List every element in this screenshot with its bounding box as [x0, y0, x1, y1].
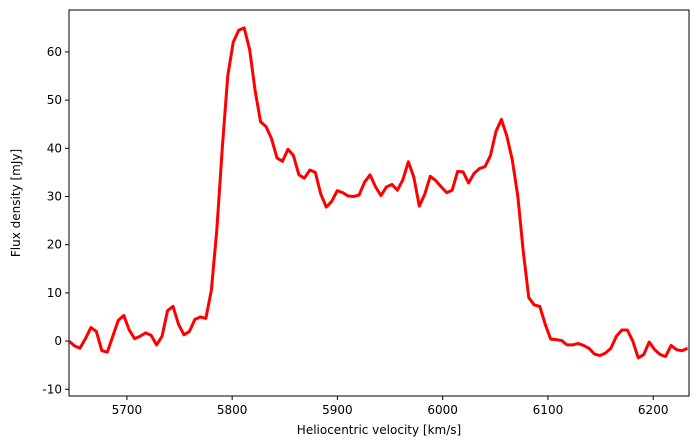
- y-tick-label: 40: [47, 141, 62, 155]
- y-tick-label: 60: [47, 45, 62, 59]
- data-line: [69, 26, 689, 360]
- x-tick-label: 5800: [217, 403, 248, 417]
- y-tick-label: 0: [54, 334, 62, 348]
- x-tick-label: 6100: [533, 403, 564, 417]
- y-tick-label: 30: [47, 189, 62, 203]
- y-tick-label: 20: [47, 238, 62, 252]
- x-tick-label: 6000: [427, 403, 458, 417]
- x-tick-label: 6200: [638, 403, 669, 417]
- y-tick-label: -10: [42, 382, 62, 396]
- y-tick-label: 50: [47, 93, 62, 107]
- plot-frame: [68, 9, 690, 397]
- x-tick-label: 5900: [322, 403, 353, 417]
- x-axis-label: Heliocentric velocity [km/s]: [297, 423, 461, 437]
- y-tick-label: 10: [47, 286, 62, 300]
- x-tick-label: 5700: [112, 403, 143, 417]
- y-axis-label: Flux density [mJy]: [9, 149, 23, 257]
